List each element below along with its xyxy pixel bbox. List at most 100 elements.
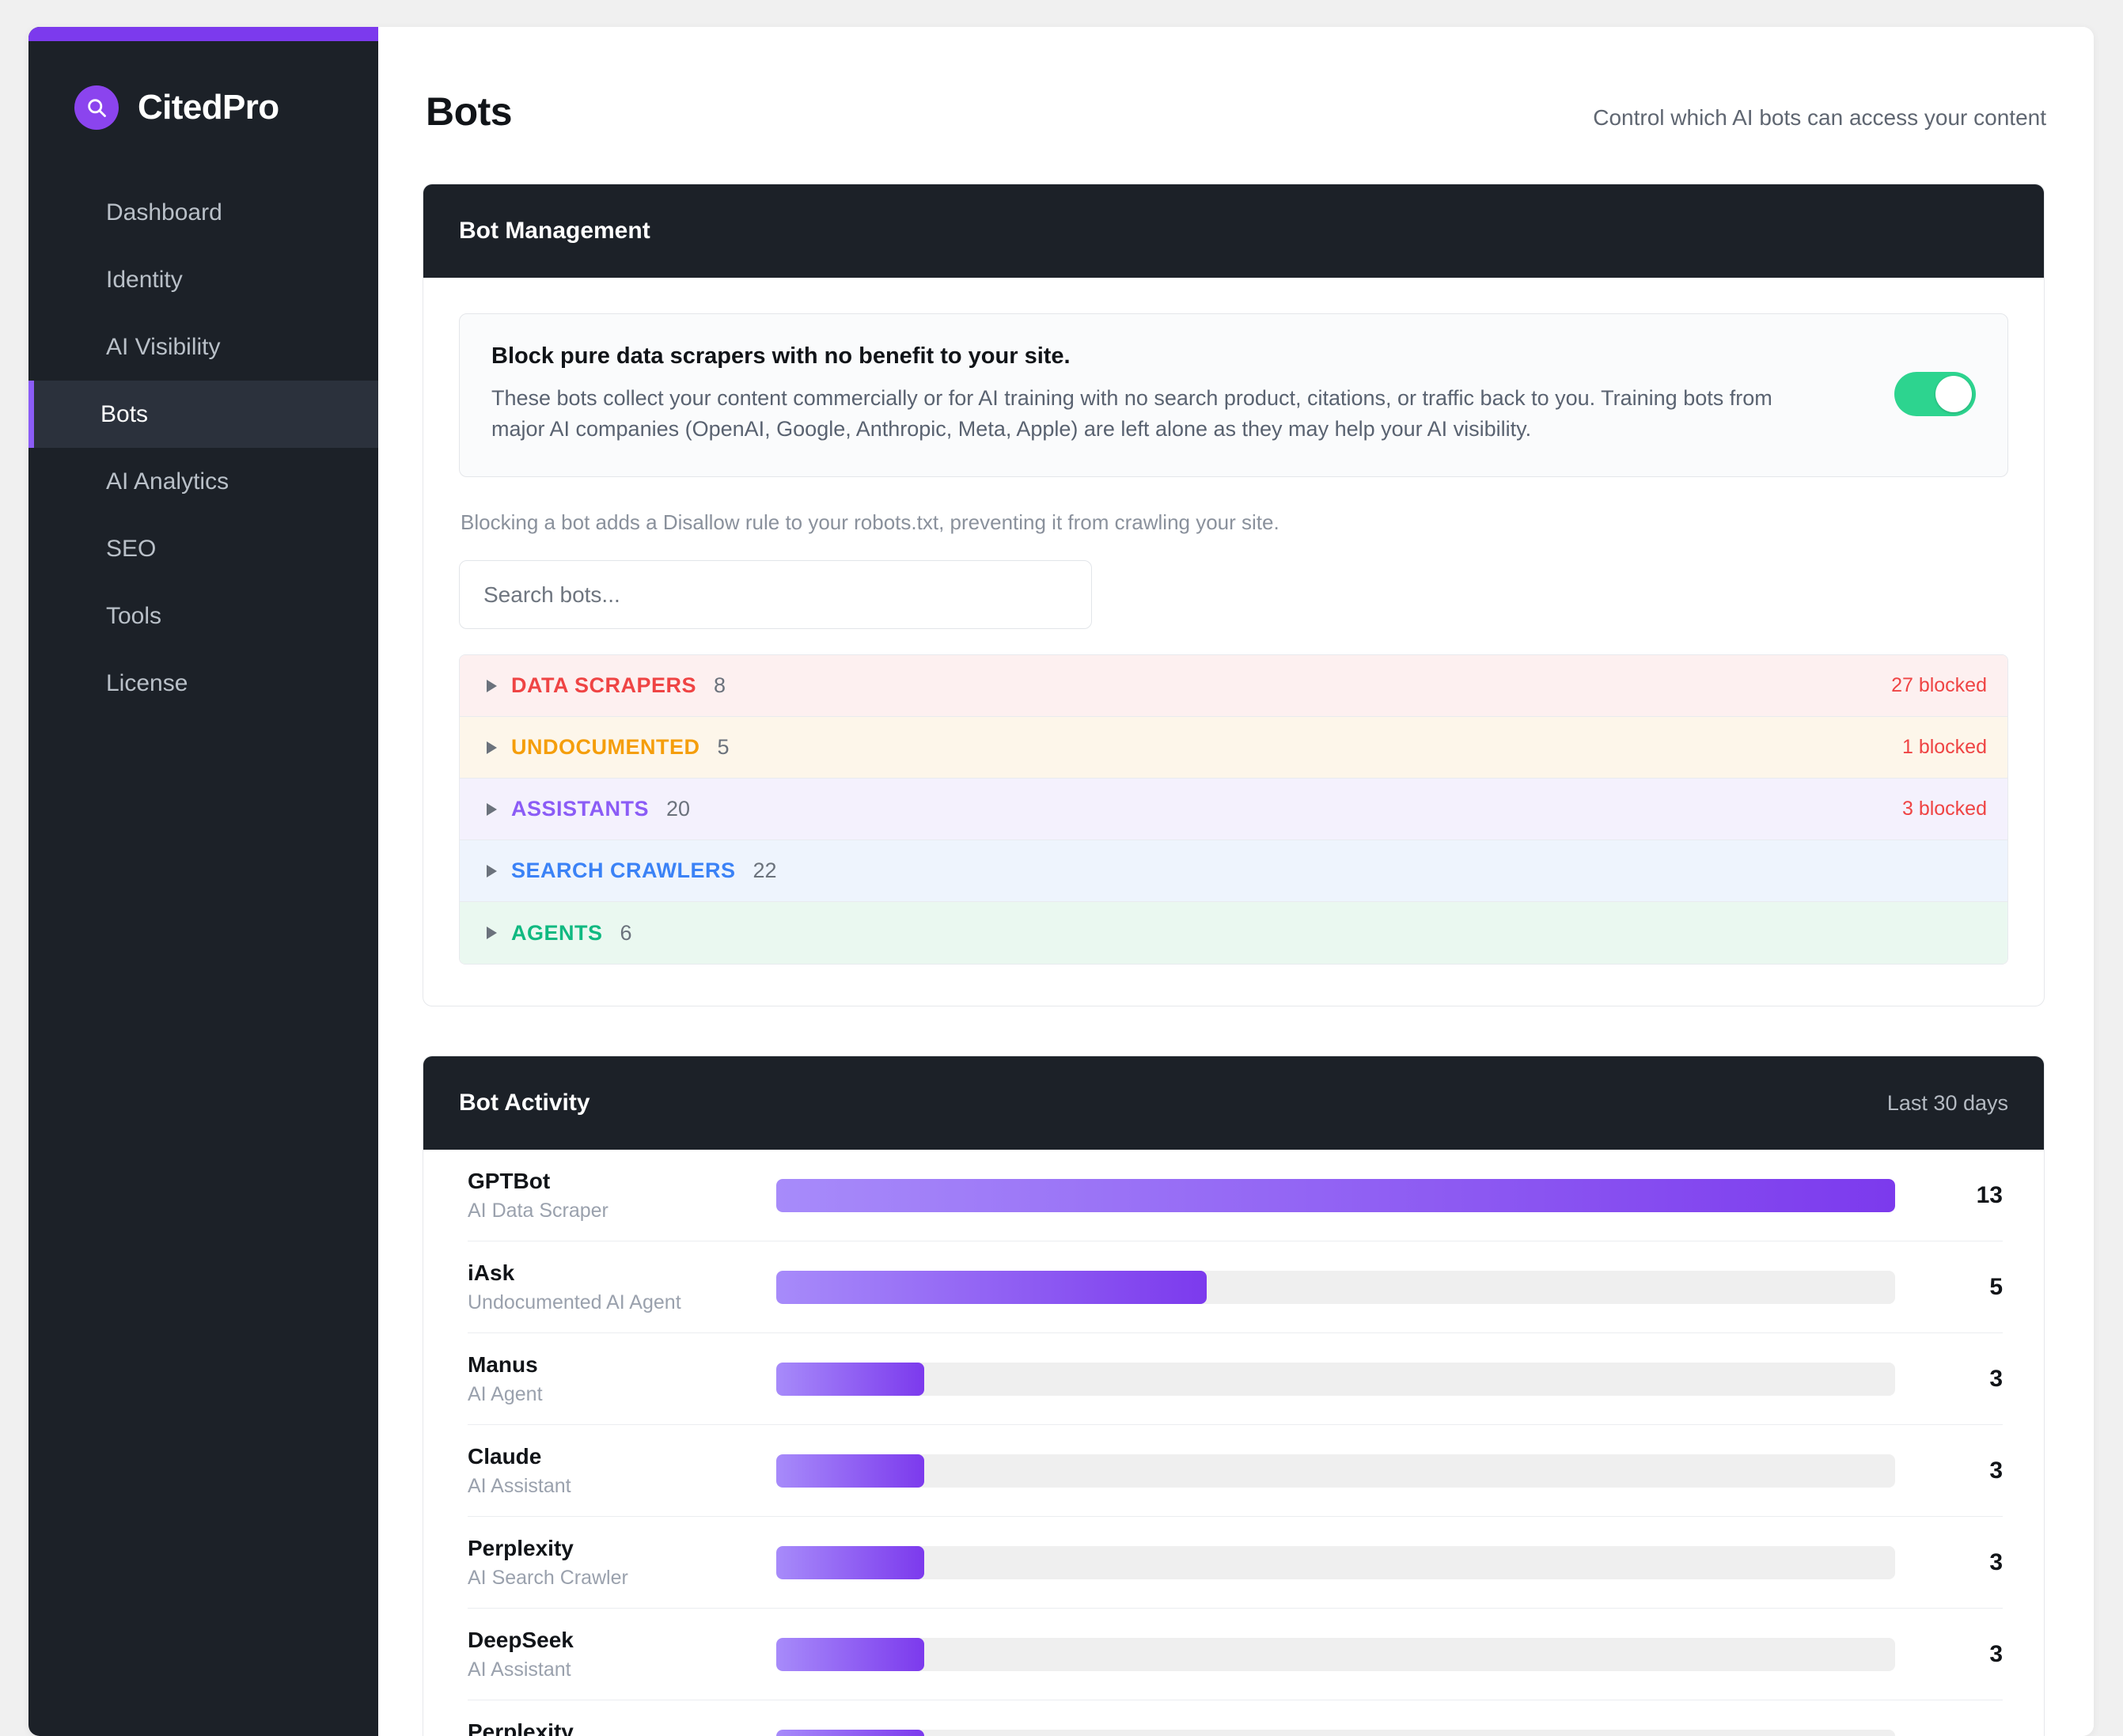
sidebar-item-ai-analytics[interactable]: AI Analytics: [106, 468, 229, 495]
table-row: Perplexity AI Assistant 3: [468, 1700, 2003, 1736]
category-name: UNDOCUMENTED: [511, 735, 700, 760]
callout-text: Block pure data scrapers with no benefit…: [491, 343, 1871, 445]
bot-activity-bar-fill: [776, 1178, 1895, 1212]
category-row-undocumented[interactable]: UNDOCUMENTED 5 1 blocked: [460, 717, 2007, 779]
bot-activity-bar-track: [776, 1730, 1895, 1736]
caret-right-icon[interactable]: [487, 864, 497, 877]
toggle-knob: [1935, 376, 1972, 413]
table-row: GPTBot AI Data Scraper 13: [468, 1150, 2003, 1242]
bot-activity-bar-track: [776, 1362, 1895, 1396]
category-left: SEARCH CRAWLERS 22: [487, 859, 777, 883]
bot-type: AI Assistant: [468, 1474, 571, 1497]
caret-right-icon[interactable]: [487, 802, 497, 816]
caret-right-icon[interactable]: [487, 927, 497, 940]
bot-type: AI Assistant: [468, 1658, 571, 1681]
bot-activity-bar-fill: [776, 1454, 924, 1488]
main-content: Bots Control which AI bots can access yo…: [378, 27, 2094, 1736]
bot-meta: Perplexity AI Assistant: [468, 1719, 776, 1736]
bot-management-title: Bot Management: [459, 218, 650, 244]
sidebar-item-identity[interactable]: Identity: [106, 266, 183, 293]
sidebar: CitedPro Dashboard Identity AI Visibilit…: [28, 27, 378, 1736]
category-left: DATA SCRAPERS 8: [487, 673, 726, 698]
table-row: iAsk Undocumented AI Agent 5: [468, 1241, 2003, 1334]
block-scrapers-toggle[interactable]: [1894, 372, 1976, 417]
category-count: 20: [666, 797, 691, 821]
bot-activity-value: 13: [1976, 1181, 2003, 1208]
category-name: AGENTS: [511, 920, 603, 945]
bot-activity-bar-fill: [776, 1362, 924, 1396]
bot-name: Perplexity: [468, 1719, 574, 1736]
table-row: Perplexity AI Search Crawler 3: [468, 1517, 2003, 1609]
bot-activity-bar-track: [776, 1637, 1895, 1671]
bot-activity-card-header: Bot Activity Last 30 days: [423, 1056, 2044, 1150]
bot-meta: iAsk Undocumented AI Agent: [468, 1260, 776, 1314]
category-blocked-count: 3 blocked: [1901, 798, 1987, 821]
bot-name: DeepSeek: [468, 1627, 574, 1652]
bot-activity-value: 3: [1989, 1365, 2003, 1392]
category-count: 6: [620, 920, 632, 945]
table-row: DeepSeek AI Assistant 3: [468, 1609, 2003, 1701]
bot-meta: GPTBot AI Data Scraper: [468, 1169, 776, 1222]
bot-activity-bar-fill: [776, 1270, 1207, 1304]
sidebar-item-ai-visibility[interactable]: AI Visibility: [106, 333, 221, 360]
brand-name: CitedPro: [138, 88, 279, 127]
category-count: 22: [753, 859, 777, 883]
sidebar-item-tools[interactable]: Tools: [106, 602, 162, 629]
category-row-data-scrapers[interactable]: DATA SCRAPERS 8 27 blocked: [460, 655, 2007, 718]
bot-type: Undocumented AI Agent: [468, 1291, 681, 1313]
sidebar-item-dashboard[interactable]: Dashboard: [106, 199, 222, 226]
bot-activity-bar-fill: [776, 1545, 924, 1579]
bot-type: AI Agent: [468, 1382, 543, 1405]
bot-activity-bar-track: [776, 1178, 1895, 1212]
table-row: Manus AI Agent 3: [468, 1333, 2003, 1426]
bot-name: Manus: [468, 1351, 538, 1377]
sidebar-item-seo[interactable]: SEO: [106, 535, 157, 562]
bot-type: AI Data Scraper: [468, 1199, 608, 1222]
caret-right-icon[interactable]: [487, 741, 497, 754]
bot-meta: Perplexity AI Search Crawler: [468, 1536, 776, 1590]
sidebar-nav: Dashboard Identity AI Visibility Bots AI…: [28, 179, 378, 717]
category-name: DATA SCRAPERS: [511, 673, 697, 698]
bot-name: iAsk: [468, 1260, 515, 1285]
category-left: ASSISTANTS 20: [487, 797, 690, 821]
category-row-search-crawlers[interactable]: SEARCH CRAWLERS 22: [460, 840, 2007, 903]
bot-activity-bar-fill: [776, 1637, 924, 1671]
category-row-assistants[interactable]: ASSISTANTS 20 3 blocked: [460, 779, 2007, 841]
bot-activity-bar-track: [776, 1454, 1895, 1488]
bot-activity-value: 3: [1989, 1457, 2003, 1484]
bot-activity-period: Last 30 days: [1886, 1090, 2008, 1115]
bot-activity-value: 3: [1927, 1733, 2003, 1736]
category-row-agents[interactable]: AGENTS 6: [460, 902, 2007, 965]
bot-meta: DeepSeek AI Assistant: [468, 1628, 776, 1681]
caret-right-icon[interactable]: [487, 679, 497, 692]
bot-name: Claude: [468, 1443, 542, 1469]
category-left: UNDOCUMENTED 5: [487, 735, 730, 760]
callout-description: These bots collect your content commerci…: [491, 386, 1772, 442]
bot-activity-value: 3: [1989, 1548, 2003, 1575]
category-left: AGENTS 6: [487, 921, 632, 946]
bot-management-card: Bot Management Block pure data scrapers …: [423, 184, 2045, 1007]
brand[interactable]: CitedPro: [28, 41, 378, 136]
category-name: ASSISTANTS: [511, 797, 650, 821]
search-bots-input[interactable]: [459, 560, 1092, 630]
category-count: 5: [717, 735, 730, 760]
bot-meta: Claude AI Assistant: [468, 1444, 776, 1498]
app-window: CitedPro Dashboard Identity AI Visibilit…: [28, 27, 2094, 1736]
sidebar-item-bots[interactable]: Bots: [28, 381, 378, 448]
bot-management-card-header: Bot Management: [423, 184, 2044, 278]
scraper-block-callout: Block pure data scrapers with no benefit…: [459, 313, 2008, 478]
bot-activity-bar-track: [776, 1270, 1895, 1304]
category-count: 8: [714, 673, 726, 698]
bot-activity-bar-track: [776, 1545, 1895, 1579]
bot-name: GPTBot: [468, 1168, 551, 1193]
sidebar-item-license[interactable]: License: [106, 669, 188, 696]
category-blocked-count: 1 blocked: [1901, 736, 1987, 759]
bot-management-card-body: Block pure data scrapers with no benefit…: [423, 278, 2044, 1006]
table-row: Claude AI Assistant 3: [468, 1425, 2003, 1518]
bot-type: AI Search Crawler: [468, 1566, 628, 1589]
bot-category-list: DATA SCRAPERS 8 27 blocked UNDOCUMENTED …: [459, 654, 2008, 965]
bot-activity-list: GPTBot AI Data Scraper 13 iAsk Undocumen…: [423, 1150, 2044, 1736]
bot-activity-bar-fill: [776, 1730, 924, 1736]
page-subtitle: Control which AI bots can access your co…: [1593, 105, 2046, 130]
page-title: Bots: [426, 89, 513, 134]
